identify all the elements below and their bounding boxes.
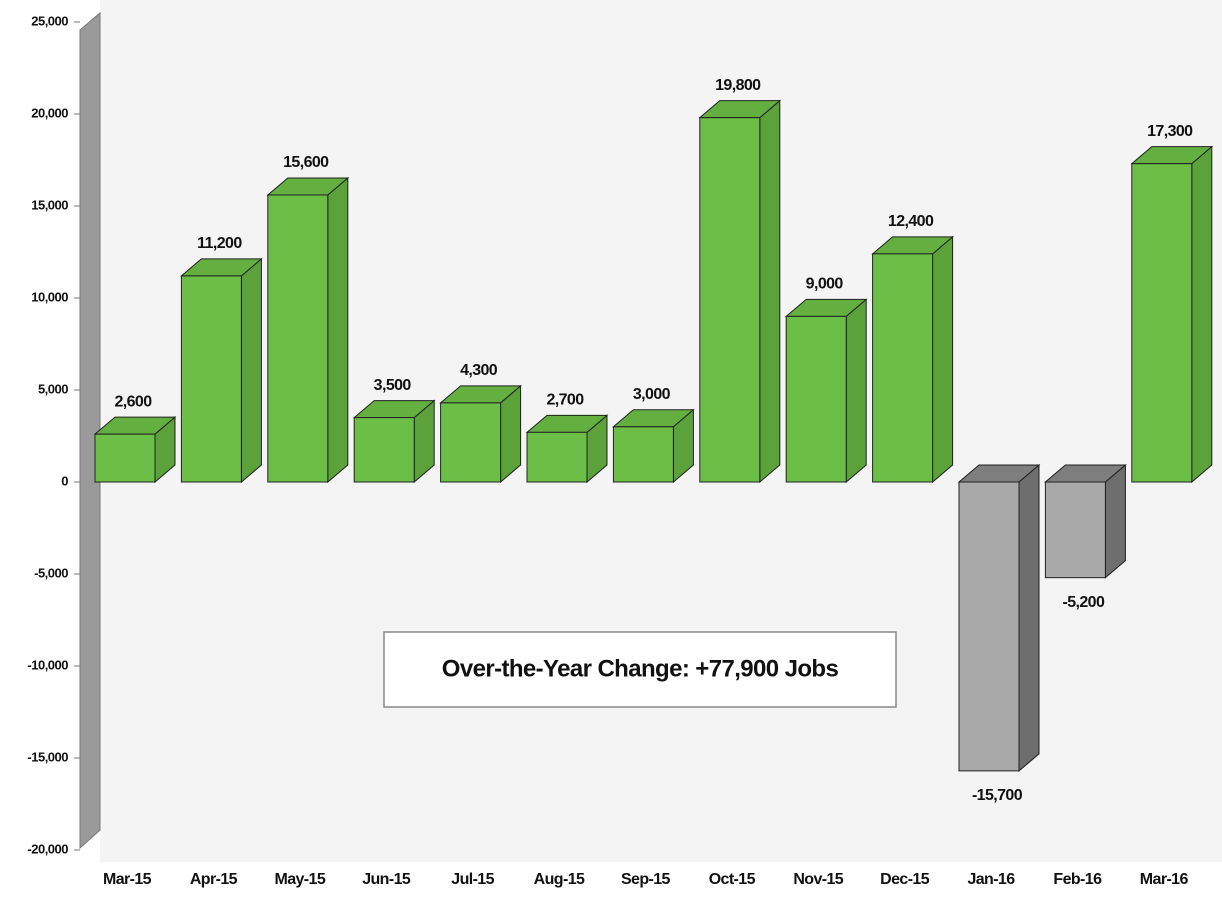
- value-label: 12,400: [888, 213, 934, 230]
- value-label: -15,700: [972, 787, 1023, 804]
- bar-side-shade: [932, 236, 953, 482]
- bar-top-shade: [267, 177, 348, 195]
- bar-side-shade: [587, 415, 607, 482]
- x-tick-label: Jan-16: [967, 871, 1015, 888]
- bar: [612, 408, 695, 484]
- annotation: Over-the-Year Change: +77,900 Jobs: [442, 655, 839, 682]
- y-tick-label: -15,000: [27, 749, 68, 764]
- bar-side-shade: [241, 258, 262, 482]
- x-tick-label: May-15: [274, 871, 325, 888]
- bar-front: [1044, 481, 1106, 579]
- bar-side-shade: [500, 385, 521, 482]
- value-label: -5,200: [1063, 594, 1105, 611]
- bar-top-shade: [181, 258, 262, 276]
- bar-front: [612, 426, 674, 483]
- bar-side-shade: [759, 100, 780, 483]
- x-tick-label: Nov-15: [793, 871, 843, 888]
- bar-top-shade: [872, 236, 953, 254]
- bar-side-shade: [414, 400, 435, 482]
- bar-side-shade: [846, 299, 867, 482]
- bar: [784, 298, 868, 484]
- bar-front: [1131, 163, 1193, 483]
- x-tick-label: Feb-16: [1053, 871, 1102, 888]
- value-label: 2,700: [546, 392, 584, 409]
- bar-top-shade: [440, 385, 521, 403]
- bar-side-shade: [155, 417, 175, 482]
- x-tick-label: Apr-15: [190, 871, 238, 888]
- value-label: 3,500: [374, 377, 412, 394]
- y-tick-label: 5,000: [38, 381, 68, 396]
- bar-front: [526, 431, 588, 483]
- bar: [266, 176, 350, 484]
- bar: [871, 235, 954, 484]
- bar-top-shade: [527, 415, 607, 433]
- x-tick-label: Mar-15: [103, 871, 152, 888]
- x-tick-label: Mar-16: [1140, 871, 1189, 888]
- bar-side-shade: [1105, 465, 1126, 578]
- x-tick-label: Aug-15: [534, 871, 585, 888]
- bar: [525, 414, 609, 484]
- value-label: 9,000: [806, 276, 844, 293]
- bar: [957, 463, 1041, 772]
- bar: [698, 99, 782, 484]
- bar: [439, 384, 522, 484]
- axis-wall: [79, 11, 101, 850]
- value-label: 11,200: [197, 235, 242, 252]
- value-label: 2,600: [114, 393, 152, 410]
- bar: [1130, 145, 1214, 484]
- value-label: 3,000: [633, 386, 671, 403]
- x-tick-label: Oct-15: [709, 871, 756, 888]
- bar-front: [958, 481, 1020, 772]
- bar: [1044, 463, 1127, 579]
- bar-side-shade: [1191, 146, 1212, 482]
- bar-side-shade: [1019, 465, 1039, 771]
- bar-side-shade: [673, 409, 694, 482]
- bar-top-shade: [1045, 465, 1126, 482]
- x-tick-label: Sep-15: [621, 871, 671, 888]
- bar-front: [180, 275, 242, 483]
- bars: [93, 99, 1214, 772]
- bar: [352, 399, 436, 484]
- y-tick-label: 0: [61, 473, 68, 488]
- y-tick-label: 15,000: [31, 197, 68, 212]
- y-tick-label: 25,000: [31, 13, 68, 28]
- x-tick-label: Dec-15: [880, 871, 930, 888]
- y-tick-label: -5,000: [34, 565, 68, 580]
- bar-top-shade: [959, 465, 1039, 482]
- bar: [93, 416, 177, 484]
- bar-front: [872, 253, 934, 483]
- y-tick-label: -10,000: [27, 657, 68, 672]
- bar-top-shade: [786, 299, 867, 317]
- bar-front: [440, 402, 502, 483]
- bar-side-shade: [327, 177, 348, 482]
- bar-top-shade: [1131, 146, 1212, 164]
- x-tick-label: Jun-15: [362, 871, 411, 888]
- bar-front: [267, 194, 329, 483]
- value-label: 17,300: [1147, 123, 1193, 140]
- annotation-box: [383, 631, 897, 708]
- value-label: 19,800: [715, 77, 761, 94]
- bar: [180, 257, 263, 484]
- y-tick-label: 20,000: [31, 105, 68, 120]
- bar-front: [94, 433, 156, 483]
- bar-top-shade: [613, 409, 694, 427]
- bar-front: [785, 315, 847, 483]
- value-label: 15,600: [283, 154, 329, 171]
- x-tick-label: Jul-15: [451, 871, 494, 888]
- y-tick-label: -20,000: [27, 841, 68, 856]
- bar-top-shade: [95, 417, 175, 435]
- y-tick-label: 10,000: [31, 289, 68, 304]
- bar-front: [699, 117, 761, 483]
- bar-top-shade: [354, 400, 435, 418]
- bar-top-shade: [699, 100, 780, 118]
- bar-front: [353, 417, 415, 483]
- value-label: 4,300: [460, 362, 498, 379]
